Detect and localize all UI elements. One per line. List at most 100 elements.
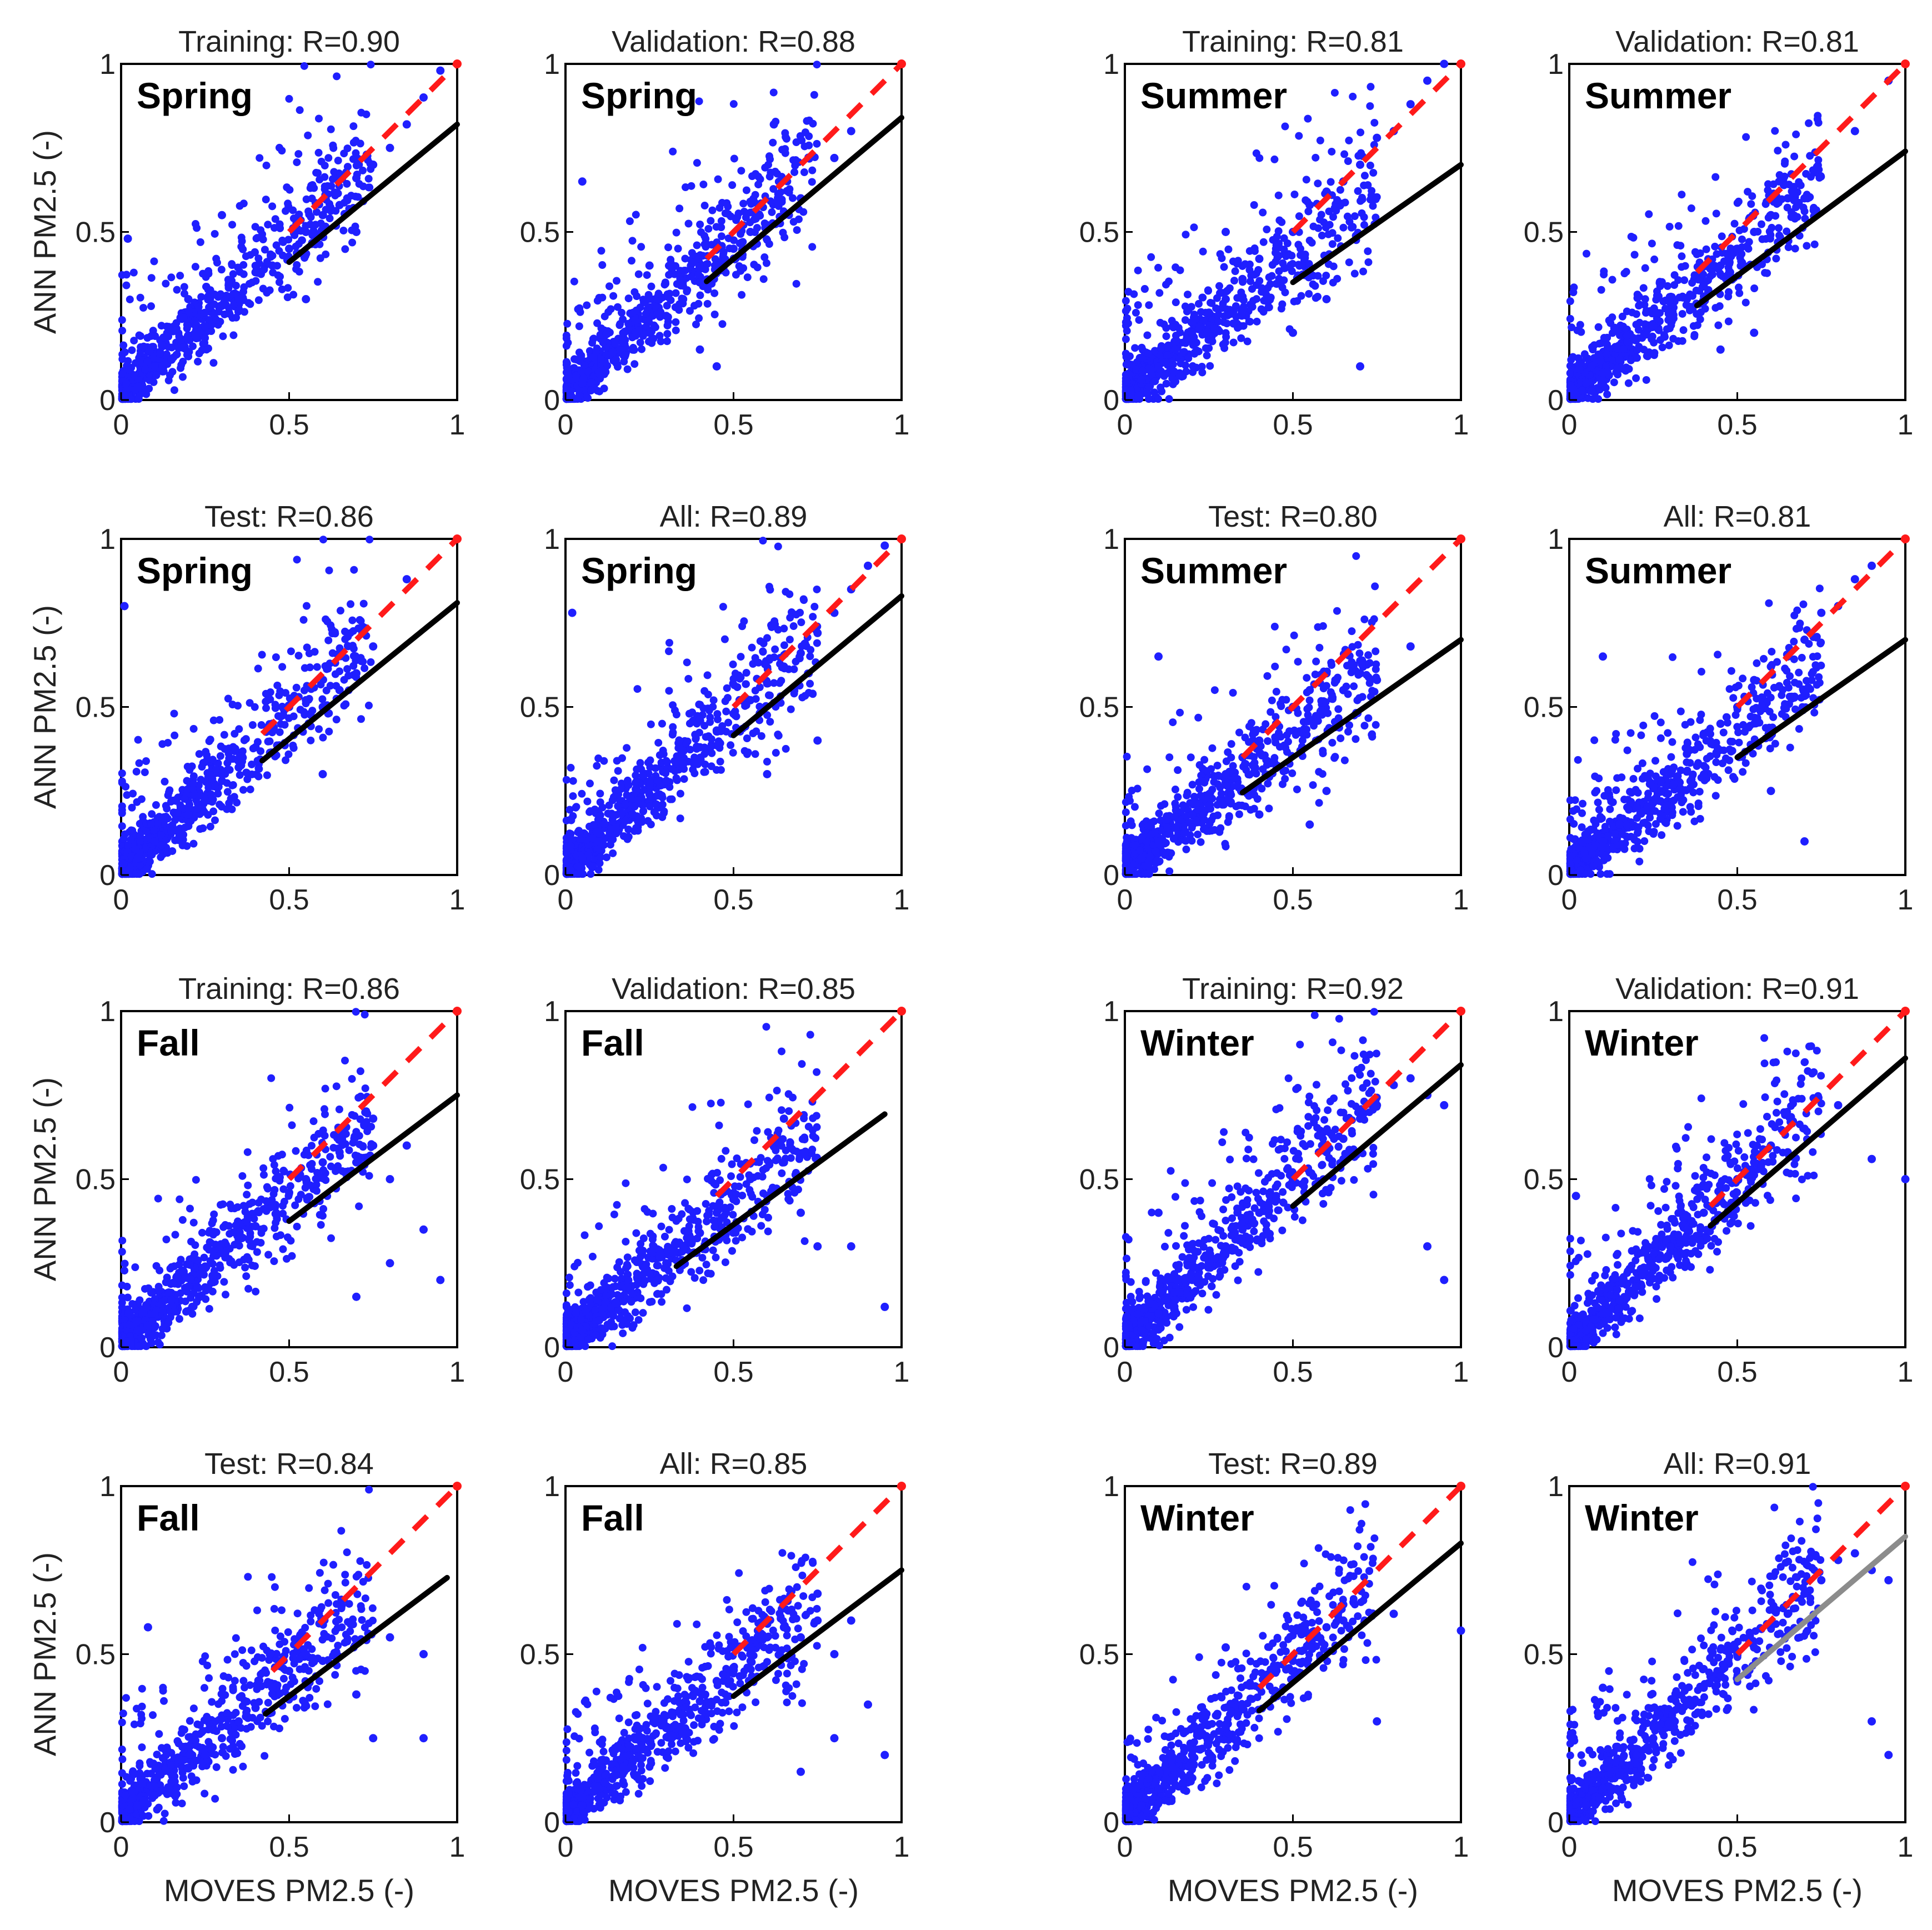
panel-3-data-point-9 <box>1272 244 1280 253</box>
panel-4-cloud-point <box>1761 269 1769 277</box>
panel-3-cloud-point <box>1189 362 1197 370</box>
panel-3-cloud-point <box>1131 344 1139 352</box>
panel-6-cloud-point <box>813 639 821 647</box>
panel-3-cloud-point <box>1145 395 1153 403</box>
panel-6-data-point-6 <box>662 777 670 786</box>
panel-1-cloud-point <box>229 289 237 298</box>
panel-1-cloud-point <box>194 303 203 311</box>
panel-6-cloud-point <box>676 789 684 798</box>
panel-6-cloud-point <box>647 720 655 728</box>
panel-7-cloud-point <box>1209 812 1218 821</box>
panel-1-cloud-point <box>278 285 286 293</box>
panel-5-cloud-point <box>141 768 149 777</box>
panel-1-cloud-point <box>278 147 286 155</box>
panel-6-cloud-point <box>797 618 805 627</box>
panel-4-cloud-point <box>1601 384 1610 392</box>
panel-4-cloud-point <box>1665 341 1673 349</box>
panel-2-cloud-point <box>661 278 669 287</box>
panel-3-cloud-point <box>1369 202 1377 210</box>
panel-3-cloud-point <box>1316 216 1324 224</box>
panel-5-cloud-point <box>118 809 126 817</box>
panel-2-cloud-point <box>627 257 635 265</box>
panel-3-cloud-point <box>1350 212 1359 221</box>
panel-3-cloud-point <box>1260 297 1268 305</box>
panel-3-cloud-point <box>1297 292 1305 300</box>
panel-6-cloud-point <box>774 731 782 739</box>
panel-4-cloud-point <box>1632 321 1640 329</box>
panel-2-cloud-point <box>805 132 813 141</box>
panel-2-cloud-point <box>684 219 693 228</box>
panel-2-cloud-point <box>739 199 748 208</box>
panel-3-cloud-point <box>1187 303 1195 311</box>
panel-4-cloud-point <box>1713 250 1721 258</box>
panel-1-cloud-point <box>158 341 166 349</box>
panel-5-cloud-point <box>206 822 214 831</box>
panel-3-cloud-point <box>1283 239 1292 248</box>
panel-3-cloud-point <box>1252 149 1260 157</box>
panel-5-cloud-point <box>332 716 341 724</box>
panel-1-data-point-12 <box>318 211 327 219</box>
panel-7-cloud-point <box>1235 810 1243 818</box>
panel-5-cloud-point <box>315 725 323 733</box>
panel-7-cloud-point <box>1264 779 1272 788</box>
panel-2-cloud-point <box>789 156 798 164</box>
panel-2-cloud-point <box>637 243 645 251</box>
panel-5-cloud-point <box>361 664 369 672</box>
panel-1-cloud-point <box>118 327 127 335</box>
panel-4-cloud-point <box>1665 223 1674 231</box>
panel-5-data-point-17 <box>120 602 129 611</box>
panel-1-cloud-point <box>229 270 237 278</box>
panel-1-cloud-point <box>256 154 264 162</box>
panel-2-cloud-point <box>563 367 572 376</box>
panel-4-cloud-point <box>1738 235 1746 243</box>
panel-5-cloud-point <box>147 820 156 828</box>
panel-5-cloud-point <box>313 663 321 671</box>
panel-1-ytick-label: 1 <box>99 48 116 81</box>
panel-2-cloud-point <box>624 319 633 328</box>
panel-1-cloud-point <box>364 174 373 183</box>
panel-4-cloud-point <box>1652 308 1660 317</box>
panel-3-cloud-point <box>1278 283 1287 292</box>
panel-1-cloud-point <box>217 290 225 298</box>
panel-1-cloud-point <box>189 330 198 338</box>
panel-1-cloud-point <box>333 72 341 81</box>
panel-2-cloud-point <box>692 320 700 328</box>
panel-6-data-point-3 <box>612 823 620 832</box>
panel-7-cloud-point <box>1344 728 1353 736</box>
panel-4-cloud-point <box>1603 390 1611 398</box>
panel-5-cloud-point <box>181 823 189 832</box>
panel-3-data-point-22 <box>1356 362 1364 371</box>
panel-3-cloud-point <box>1179 348 1187 357</box>
panel-4-cloud-point <box>1711 173 1720 181</box>
panel-4-data-point-10 <box>1733 244 1741 253</box>
panel-5-ytick-label: 0 <box>99 859 116 892</box>
panel-1-cloud-point <box>294 150 303 158</box>
panel-3-data-point-21 <box>1322 295 1331 303</box>
panel-2-cloud-point <box>624 294 633 303</box>
panel-5-cloud-point <box>132 767 141 776</box>
panel-7-cloud-point <box>1328 738 1337 747</box>
panel-2-cloud-point <box>615 321 624 329</box>
panel-7-cloud-point <box>1174 766 1182 774</box>
panel-7-cloud-point <box>1340 756 1349 764</box>
panel-7-cloud-point <box>1315 799 1323 807</box>
panel-1-cloud-point <box>285 94 293 103</box>
panel-3-cloud-point <box>1184 291 1192 299</box>
panel-1-cloud-point <box>173 350 181 358</box>
panel-2-cloud-point <box>754 181 763 189</box>
panel-1-cloud-point <box>275 278 283 286</box>
panel-6-data-point-14 <box>797 649 805 658</box>
panel-6-cloud-point <box>789 622 798 631</box>
panel-4-cloud-point <box>1613 364 1621 373</box>
panel-2-data-point-19 <box>645 261 654 270</box>
panel-5-cloud-point <box>220 731 228 739</box>
panel-2-data-point-15 <box>830 153 839 162</box>
panel-2-cloud-point <box>721 209 729 217</box>
panel-3-cloud-point <box>1124 288 1133 296</box>
panel-1-cloud-point <box>119 341 128 349</box>
panel-2-cloud-point <box>621 351 629 359</box>
panel-4-cloud-point <box>1714 321 1723 329</box>
panel-2-cloud-point <box>587 387 595 395</box>
panel-3-cloud-point <box>1157 344 1165 353</box>
panel-6-cloud-point <box>633 685 642 693</box>
